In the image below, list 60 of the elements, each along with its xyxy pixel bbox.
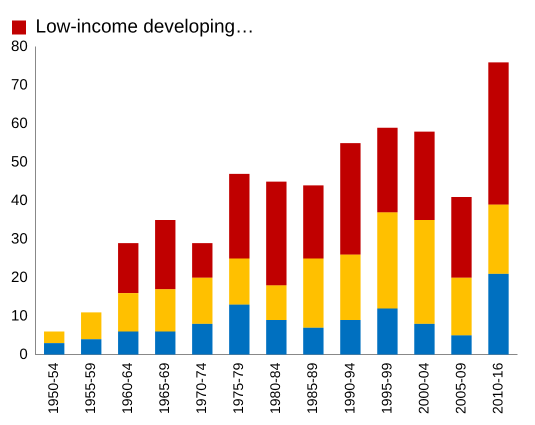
x-tick-label: 2010-16 — [489, 362, 506, 414]
bar — [229, 258, 250, 305]
x-tick-label: 1975-79 — [230, 362, 246, 414]
bar — [303, 185, 324, 258]
bar — [81, 339, 102, 355]
bar — [266, 182, 287, 286]
y-tick-label: 80 — [10, 38, 28, 56]
bar — [451, 335, 472, 355]
bar — [414, 220, 435, 324]
bar — [155, 220, 176, 290]
bar — [340, 254, 361, 320]
legend-label: Low-income developing… — [36, 16, 254, 38]
bar — [155, 332, 176, 355]
x-tick-label: 1985-89 — [304, 362, 320, 414]
bar — [229, 304, 250, 355]
y-tick-label: 50 — [10, 154, 28, 170]
bar — [155, 289, 176, 332]
bar — [340, 320, 361, 355]
bar — [118, 243, 138, 294]
x-tick-label: 1970-74 — [193, 362, 210, 414]
bar — [340, 143, 361, 255]
bar — [488, 274, 509, 355]
x-tick-label: 1995-99 — [378, 362, 394, 414]
bar — [192, 324, 212, 355]
y-tick-label: 0 — [19, 346, 28, 363]
bar — [81, 312, 102, 340]
y-tick-label: 30 — [10, 230, 28, 248]
x-tick-label: 1965-69 — [156, 362, 172, 414]
y-tick-label: 60 — [10, 115, 28, 132]
bar — [451, 278, 472, 336]
x-tick-label: 1960-64 — [119, 362, 136, 414]
bar — [118, 293, 138, 332]
bar — [303, 328, 324, 355]
bar — [118, 332, 138, 355]
y-tick-label: 10 — [10, 307, 28, 324]
y-tick-label: 40 — [10, 192, 28, 209]
bar — [414, 324, 435, 355]
bar — [192, 243, 212, 278]
x-tick-label: 1950-54 — [45, 362, 62, 414]
bar — [377, 128, 398, 212]
bar — [266, 285, 287, 320]
x-tick-label: 1980-84 — [267, 362, 284, 414]
y-tick-label: 20 — [10, 268, 28, 286]
x-tick-label: 1955-59 — [82, 362, 98, 414]
bar — [192, 278, 212, 324]
y-tick-label: 70 — [10, 76, 28, 94]
bar — [451, 196, 472, 278]
bar — [488, 62, 509, 205]
x-tick-label: 2000-04 — [415, 362, 432, 414]
bar — [303, 258, 324, 328]
x-tick-label: 2005-09 — [452, 362, 468, 414]
bar — [414, 132, 435, 220]
bar — [377, 308, 398, 355]
x-tick-label: 1990-94 — [341, 362, 358, 414]
bar — [266, 320, 287, 355]
bar — [229, 174, 250, 258]
bar — [44, 343, 64, 355]
bar — [44, 332, 64, 344]
bar — [377, 212, 398, 308]
bar — [488, 204, 509, 274]
